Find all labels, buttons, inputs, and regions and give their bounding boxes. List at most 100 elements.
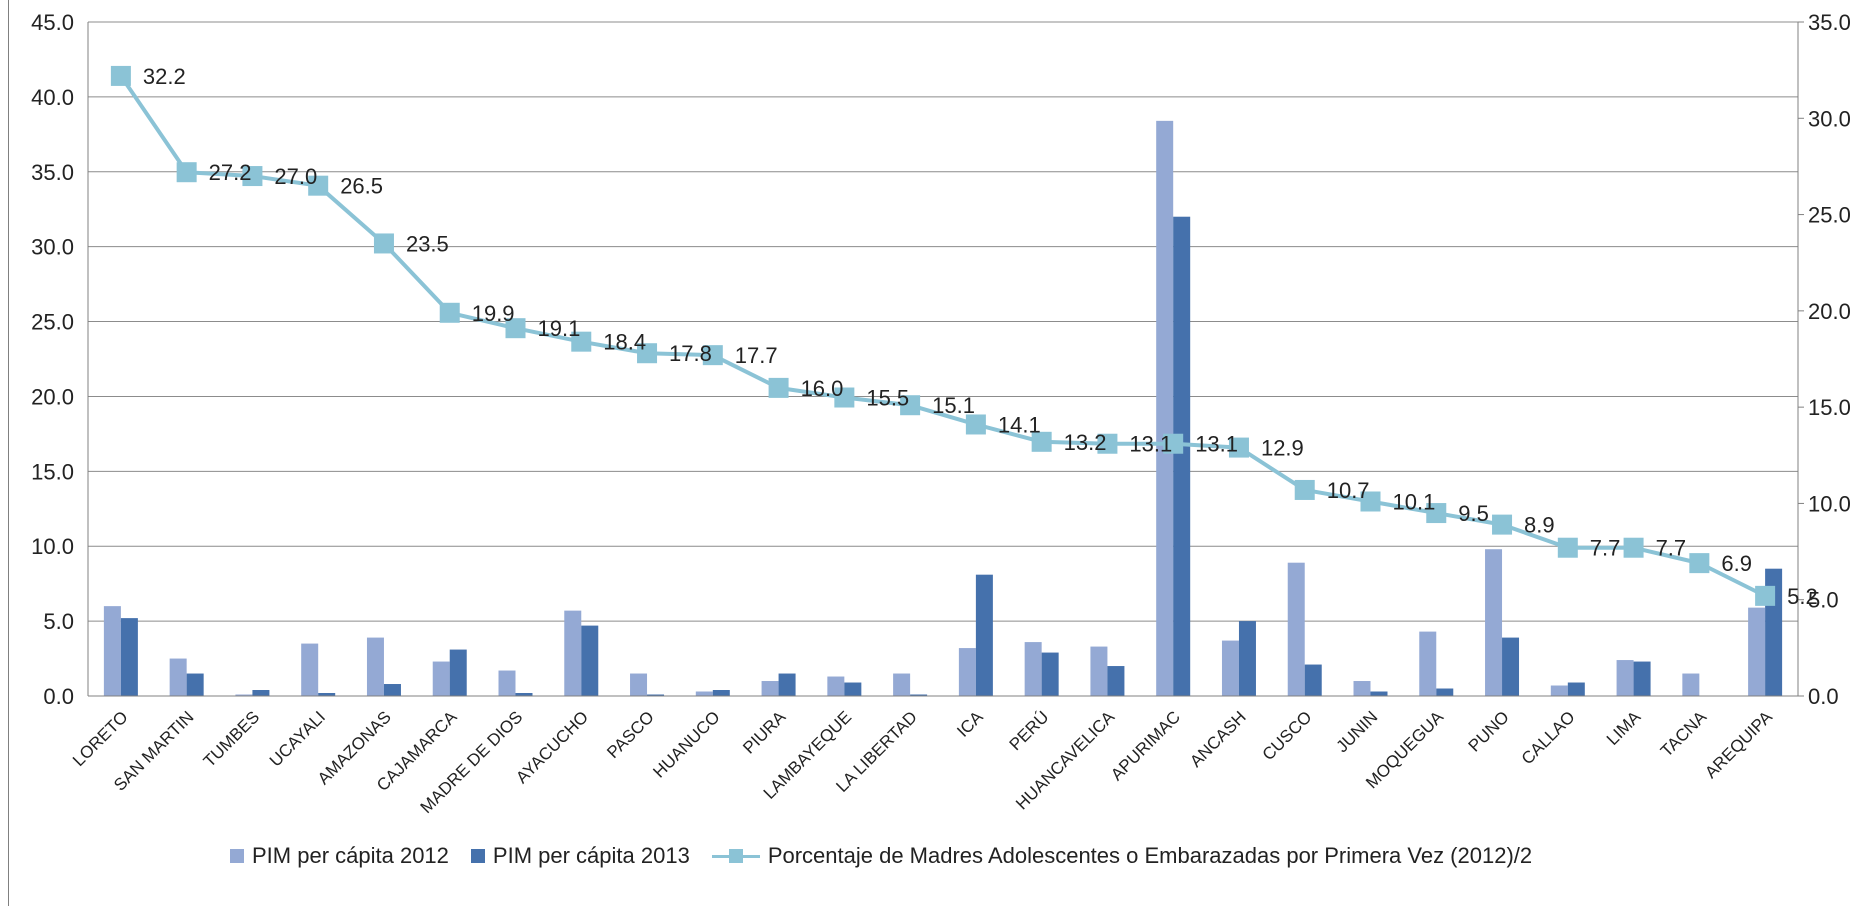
bar-2012: [432, 661, 450, 696]
x-tick-label: JUNIN: [1332, 707, 1381, 756]
line-data-label: 9.5: [1458, 501, 1489, 526]
bar-2012: [958, 648, 976, 696]
legend-label-2013: PIM per cápita 2013: [492, 843, 690, 868]
legend-item-2013: PIM per cápita 2013: [470, 843, 690, 869]
x-tick-label: APURIMAC: [1107, 707, 1184, 784]
legend-swatch-2013: [470, 849, 485, 863]
y-left-tick-label: 20.0: [31, 384, 74, 409]
legend-swatch-percentage: [711, 848, 760, 864]
bar-2013: [647, 694, 665, 696]
line-marker: [965, 414, 986, 435]
bar-2012: [564, 610, 582, 696]
bar-2012: [1682, 673, 1700, 696]
bar-2012: [1024, 642, 1042, 696]
bar-2013: [449, 649, 467, 696]
y-right-tick-label: 20.0: [1808, 299, 1851, 324]
x-tick-label: TUMBES: [200, 707, 264, 771]
line-data-label: 14.1: [998, 412, 1041, 437]
line-data-label: 17.7: [735, 343, 778, 368]
line-data-label: 17.8: [669, 341, 712, 366]
line-marker: [242, 166, 263, 187]
x-tick-label: ANCASH: [1186, 707, 1250, 771]
y-right-tick-label: 35.0: [1808, 10, 1851, 35]
x-tick-label: PASCO: [603, 707, 658, 762]
legend-item-2012: PIM per cápita 2012: [230, 843, 449, 869]
line-data-label: 32.2: [143, 64, 186, 89]
bar-2013: [515, 693, 533, 696]
line-data-label: 15.5: [866, 386, 909, 411]
x-tick-label: CUSCO: [1259, 707, 1316, 764]
y-left-tick-label: 40.0: [31, 85, 74, 110]
line-marker: [1163, 433, 1184, 454]
line-marker: [571, 331, 592, 352]
line-data-label: 15.1: [932, 393, 975, 418]
bar-2013: [1436, 688, 1454, 696]
bar-2012: [1485, 549, 1503, 696]
line-data-label: 8.9: [1524, 513, 1555, 538]
bar-2013: [252, 690, 270, 696]
bar-2013: [1238, 621, 1256, 696]
y-left-tick-label: 5.0: [43, 609, 74, 634]
line-data-label: 19.1: [538, 316, 581, 341]
bar-2013: [1107, 666, 1125, 696]
line-data-label: 7.7: [1590, 536, 1621, 561]
line-marker: [176, 162, 197, 183]
line-data-label: 13.1: [1129, 432, 1172, 457]
bar-2013: [712, 690, 730, 696]
y-left-tick-label: 15.0: [31, 459, 74, 484]
bar-2012: [1353, 681, 1371, 696]
x-tick-label: LIMA: [1603, 707, 1645, 749]
bar-2012: [1748, 607, 1766, 696]
line-data-label: 16.0: [801, 376, 844, 401]
y-right-tick-label: 0.0: [1808, 684, 1839, 709]
line-data-label: 12.9: [1261, 436, 1304, 461]
bar-2013: [1567, 682, 1585, 696]
line-data-label: 26.5: [340, 174, 383, 199]
bar-2013: [318, 693, 336, 696]
bar-2012: [827, 676, 845, 696]
line-marker: [834, 387, 855, 408]
legend-label-2012: PIM per cápita 2012: [252, 843, 449, 868]
bar-2012: [1287, 562, 1305, 696]
bar-2012: [1616, 660, 1634, 696]
line-marker: [1294, 479, 1315, 500]
line-series: [110, 65, 1776, 606]
bar-2013: [975, 574, 993, 696]
line-marker: [1492, 514, 1513, 535]
bar-2012: [103, 606, 121, 696]
bar-2012: [695, 691, 713, 696]
line-marker: [768, 377, 789, 398]
bar-2013: [120, 618, 138, 696]
y-right-tick-label: 5.0: [1808, 588, 1839, 613]
bar-2013: [1502, 637, 1520, 696]
x-tick-label: HUANUCO: [649, 707, 723, 781]
x-tick-label: UCAYALI: [266, 707, 329, 770]
y-left-tick-label: 30.0: [31, 235, 74, 260]
series-line-percentage: [119, 74, 1767, 598]
line-marker: [1097, 433, 1118, 454]
bar-2012: [1156, 120, 1174, 696]
line-marker: [1426, 503, 1447, 524]
line-data-label: 13.1: [1195, 432, 1238, 457]
bar-2012: [1221, 640, 1239, 696]
bar-2012: [761, 681, 779, 696]
legend: PIM per cápita 2012 PIM per cápita 2013 …: [230, 838, 1532, 874]
bar-2013: [1633, 661, 1651, 696]
line-data-label: 23.5: [406, 231, 449, 256]
line-marker: [505, 318, 526, 339]
line-marker: [373, 233, 394, 254]
bar-2013: [581, 625, 599, 696]
bars: [103, 120, 1783, 696]
line-data-label: 18.4: [603, 330, 646, 355]
line-marker: [1557, 537, 1578, 558]
line-marker: [308, 175, 329, 196]
x-tick-label: PUNO: [1465, 707, 1513, 755]
line-data-label: 19.9: [472, 301, 515, 326]
line-marker: [1755, 585, 1776, 606]
x-tick-label: PERÚ: [1006, 707, 1053, 754]
line-data-label: 13.2: [1064, 430, 1107, 455]
line-marker: [637, 343, 658, 364]
bar-2013: [778, 673, 796, 696]
labels: 32.2 27.2 27.0 26.5 23.5 19.9 19.1 18.4 17.8 17.7…: [143, 64, 1818, 609]
y-left-tick-label: 35.0: [31, 160, 74, 185]
